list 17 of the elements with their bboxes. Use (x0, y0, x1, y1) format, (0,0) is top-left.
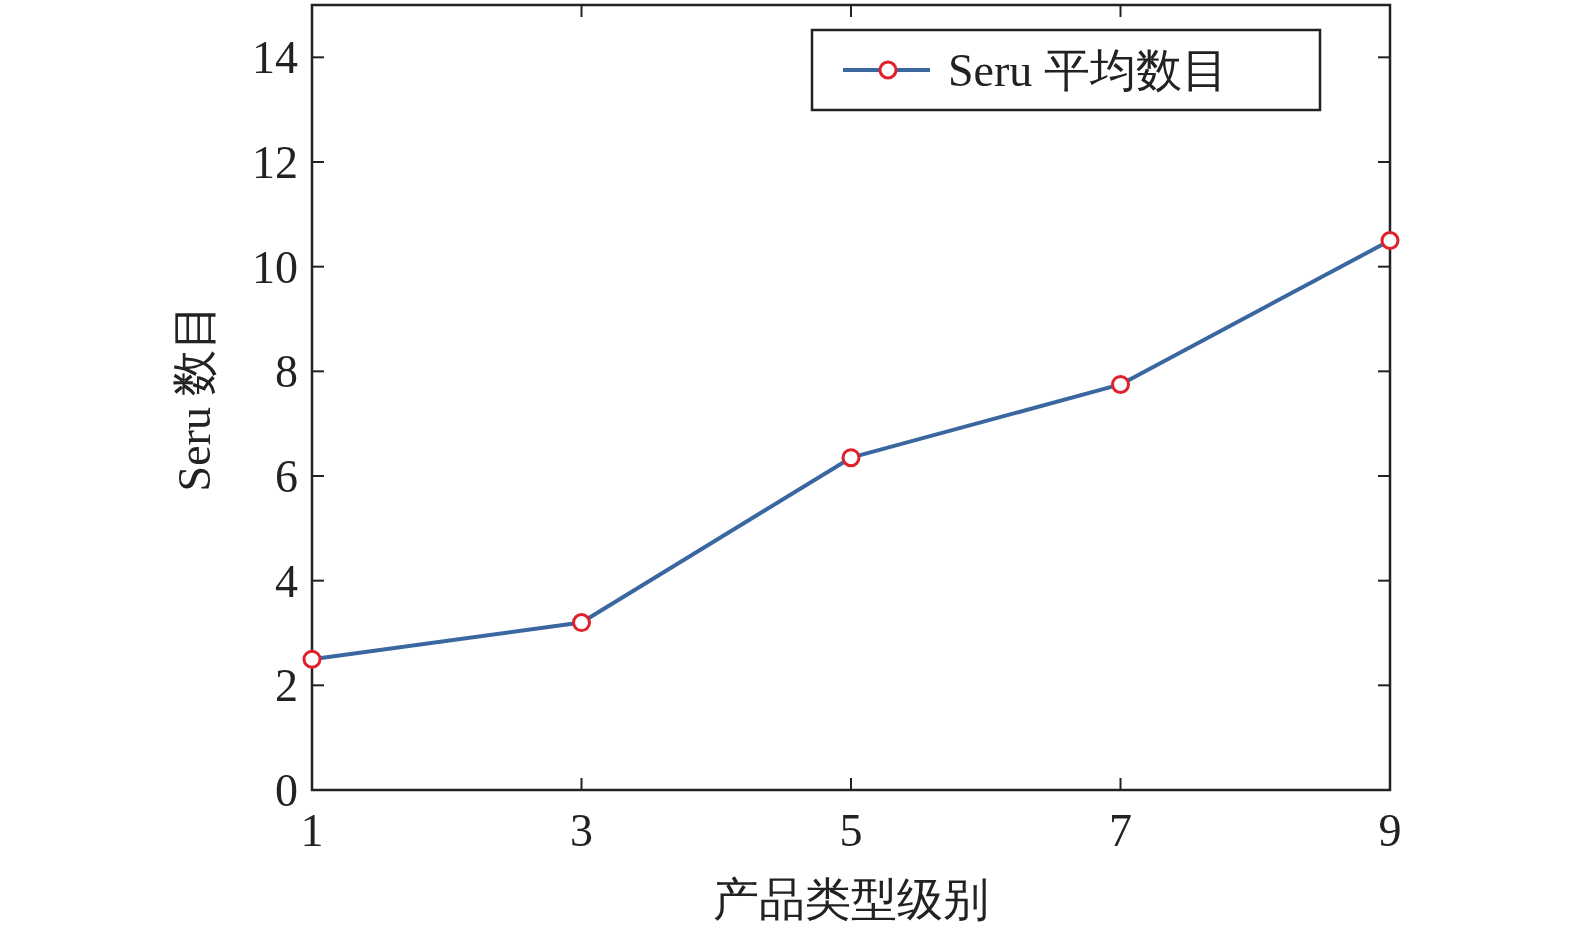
x-tick-label: 9 (1378, 805, 1402, 856)
legend: Seru 平均数目 (810, 28, 1322, 112)
y-tick-label: 4 (275, 555, 298, 607)
y-tick-label: 6 (275, 451, 298, 502)
x-tick-label: 7 (1109, 805, 1132, 856)
legend-label: Seru 平均数目 (948, 45, 1228, 96)
y-tick-label: 0 (275, 765, 298, 816)
x-tick-label: 3 (570, 805, 593, 856)
y-tick-label: 2 (275, 660, 298, 712)
y-axis-title: Seru 数目 (169, 303, 220, 492)
y-tick-label: 12 (252, 137, 298, 188)
x-tick-label: 5 (839, 805, 863, 856)
y-tick-label: 14 (252, 32, 298, 84)
y-tick-label: 10 (252, 241, 298, 293)
x-tick-label: 1 (300, 805, 324, 856)
x-axis-title: 产品类型级别 (713, 874, 989, 925)
y-tick-label: 8 (275, 346, 298, 398)
